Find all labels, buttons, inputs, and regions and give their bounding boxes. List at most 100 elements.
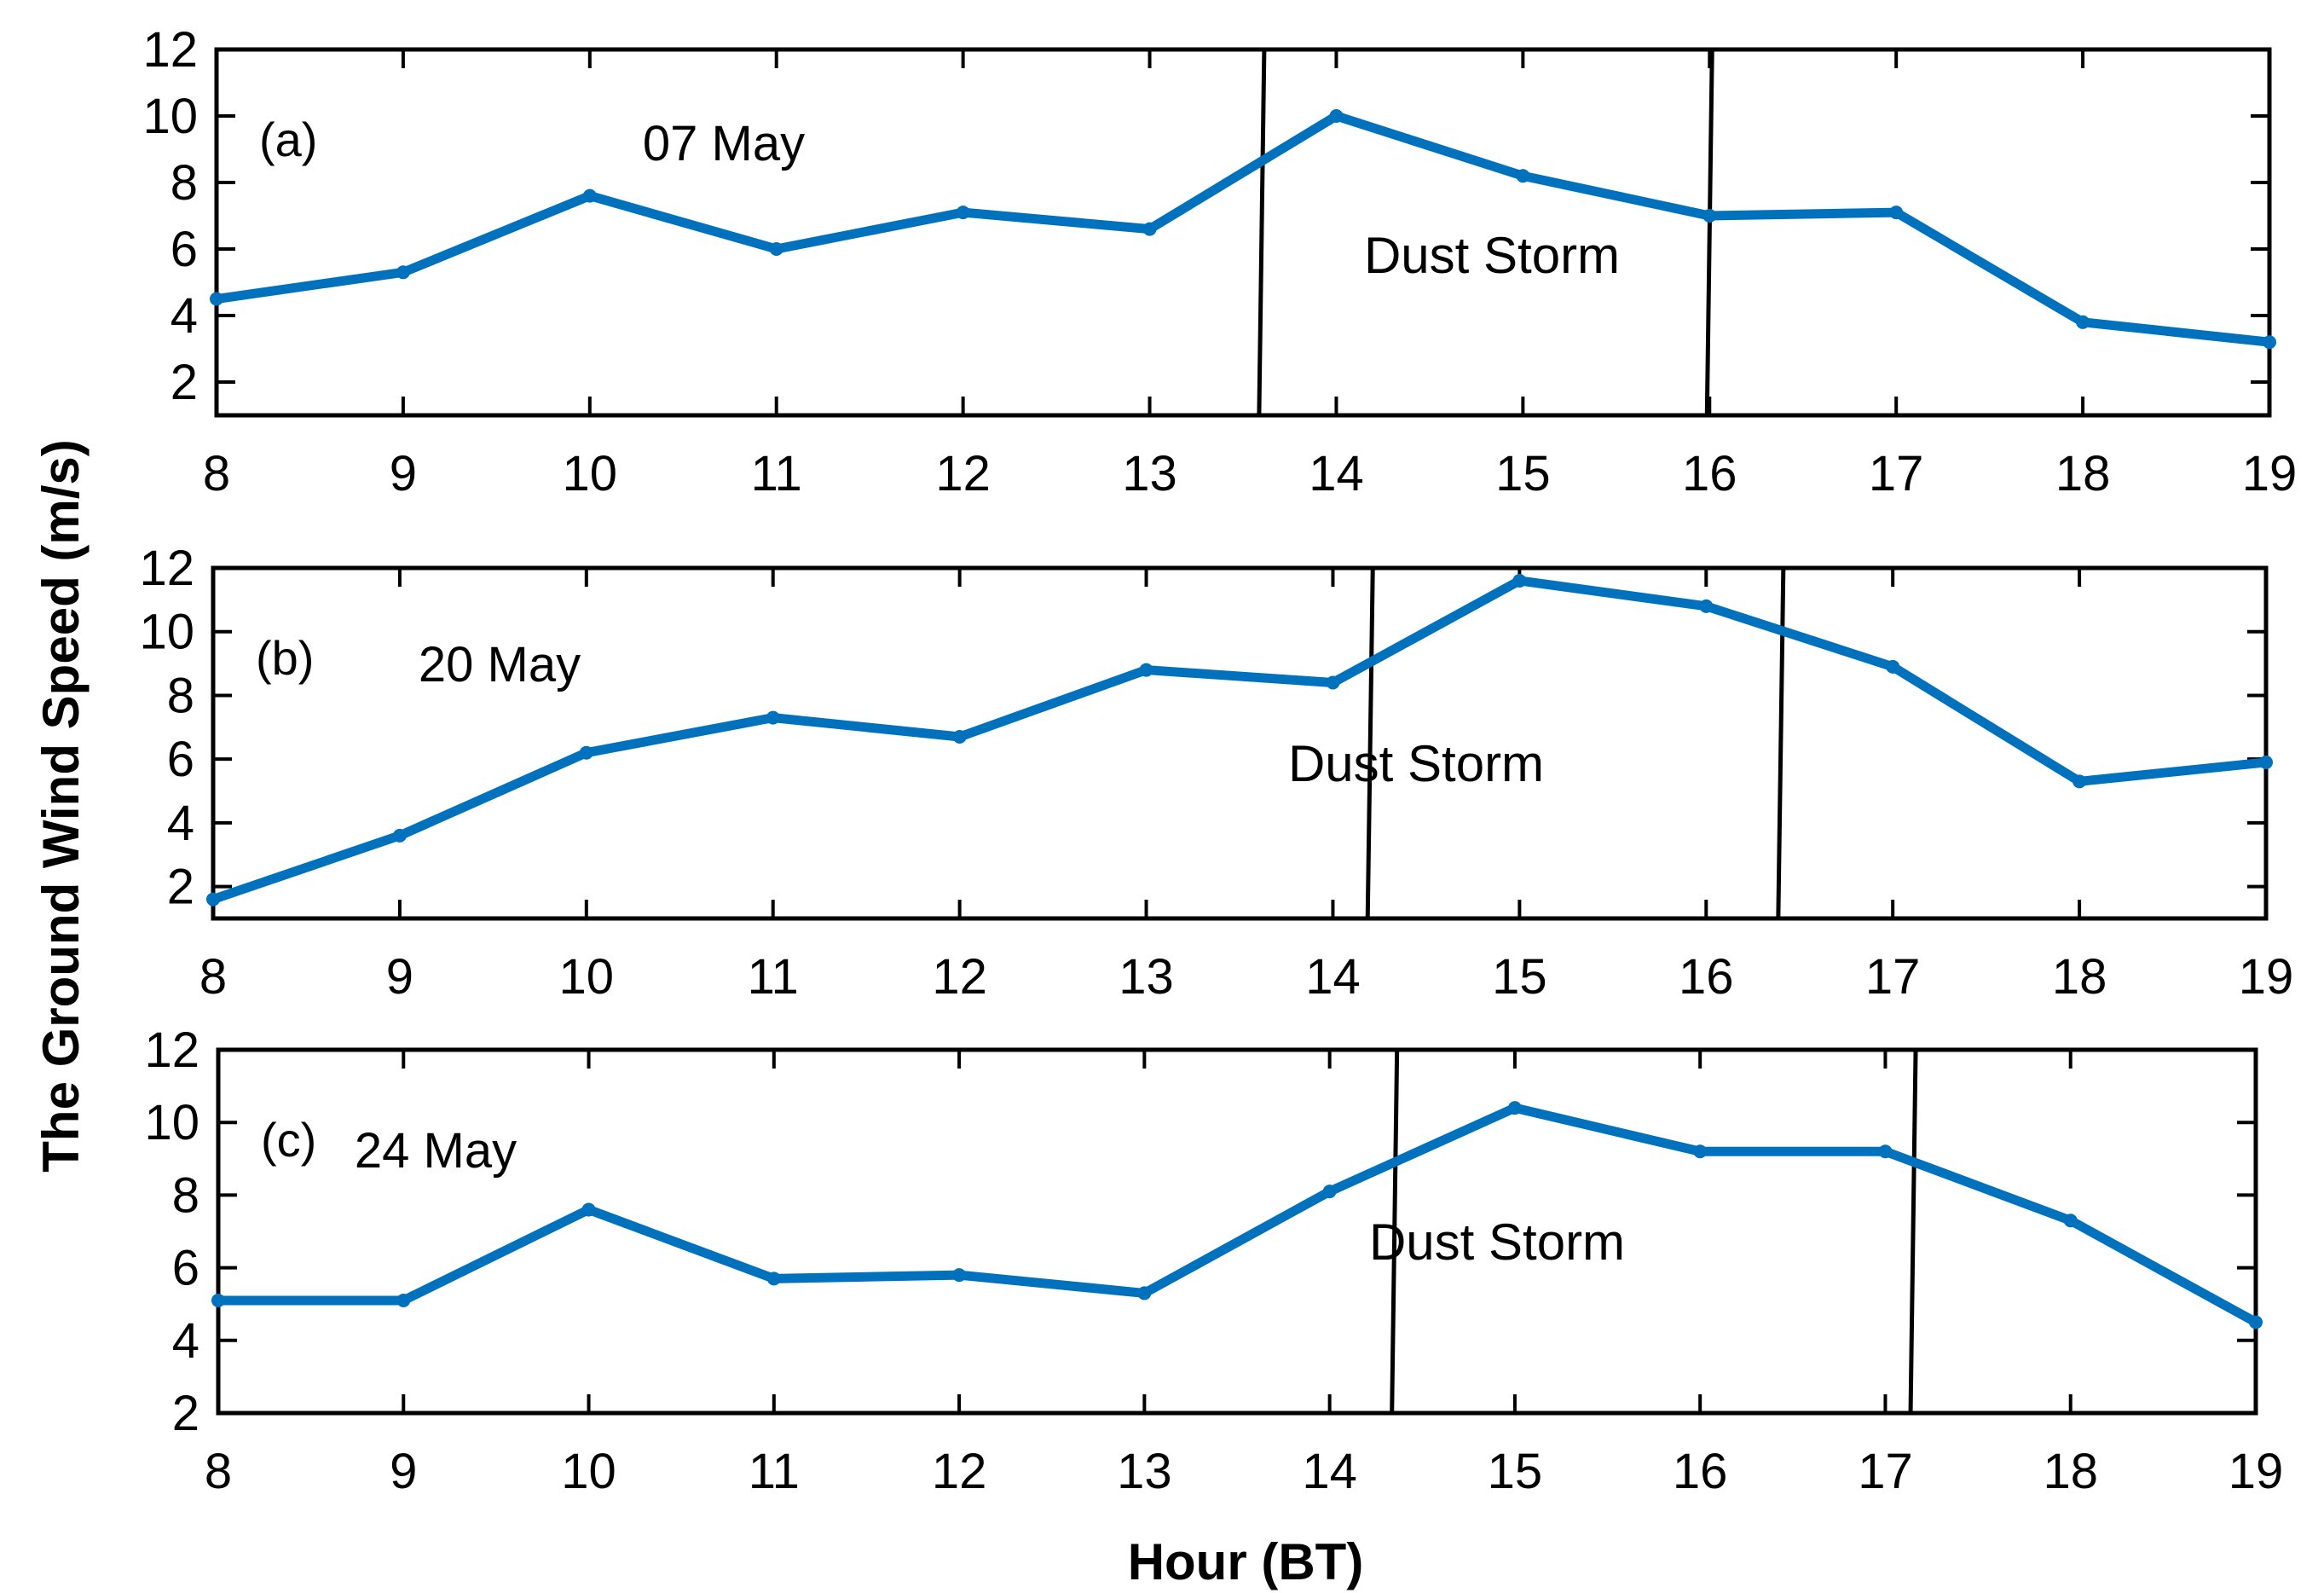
- y-tick-label: 8: [167, 668, 194, 723]
- x-tick-label: 13: [1119, 949, 1174, 1005]
- data-point: [581, 1202, 596, 1217]
- data-point: [1322, 1185, 1337, 1199]
- data-point: [766, 1272, 781, 1286]
- y-tick-label: 6: [172, 1241, 199, 1296]
- storm-start-line: [1257, 49, 1267, 416]
- data-point: [769, 242, 783, 256]
- y-tick-label: 2: [171, 355, 198, 410]
- x-tick-label: 10: [563, 446, 618, 501]
- data-point: [766, 710, 780, 725]
- wind-speed-line: [208, 576, 2271, 905]
- data-point: [2263, 335, 2276, 350]
- y-tick-label: 12: [142, 22, 198, 78]
- panel-tag: (a): [259, 113, 317, 166]
- data-point: [1329, 109, 1344, 123]
- x-tick-label: 10: [561, 1444, 616, 1499]
- panel-3: 8 9 10 11 12 13 14 15 16 17 18 19 2 4 6 8 10 12 (c) 24 May D…: [144, 1022, 2283, 1499]
- x-tick-label: 16: [1673, 1444, 1728, 1499]
- y-tick-label: 6: [171, 222, 198, 277]
- x-tick-label: 12: [932, 1444, 987, 1499]
- x-tick-label: 17: [1865, 949, 1921, 1005]
- data-point: [579, 745, 593, 760]
- x-tick-label: 19: [2242, 446, 2298, 501]
- x-tick-label: 13: [1117, 1444, 1172, 1499]
- y-tick-label: 8: [171, 155, 198, 211]
- data-point: [952, 1268, 967, 1283]
- x-tick-label: 8: [203, 446, 230, 501]
- x-tick-label: 8: [205, 1444, 232, 1499]
- storm-end-line: [1704, 49, 1714, 416]
- data-point: [396, 1293, 411, 1307]
- x-tick-label: 14: [1309, 446, 1364, 501]
- x-tick-label: 14: [1302, 1444, 1357, 1499]
- data-point: [1889, 206, 1904, 220]
- x-tick-label: 9: [386, 949, 413, 1005]
- axes-frame: [211, 565, 2269, 921]
- data-point: [2073, 774, 2087, 789]
- x-tick-label: 13: [1122, 446, 1177, 501]
- data-point: [1516, 169, 1530, 183]
- x-tick-label: 15: [1492, 949, 1547, 1005]
- panel-date-label: 24 May: [355, 1123, 517, 1179]
- y-tick-label: 10: [144, 1095, 199, 1150]
- storm-start-line: [1365, 567, 1375, 919]
- x-tick-label: 17: [1869, 446, 1924, 501]
- wind-speed-line: [211, 111, 2275, 347]
- data-point: [392, 828, 407, 843]
- dust-storm-annotation: Dust Storm: [1369, 1214, 1625, 1271]
- panel-tag: (b): [256, 631, 314, 685]
- x-tick-label: 9: [390, 446, 417, 501]
- y-tick-label: 4: [172, 1313, 199, 1369]
- y-tick-label: 10: [142, 89, 198, 144]
- data-point: [1142, 222, 1157, 236]
- data-point: [2259, 755, 2273, 769]
- y-tick-label: 8: [172, 1167, 199, 1223]
- x-tick-label: 17: [1858, 1444, 1913, 1499]
- y-tick-label: 6: [167, 732, 194, 787]
- data-point: [1139, 663, 1153, 677]
- x-tick-label: 12: [935, 446, 991, 501]
- x-tick-label: 16: [1679, 949, 1734, 1005]
- x-tick-label: 18: [2052, 949, 2107, 1005]
- data-point: [206, 892, 220, 907]
- y-tick-label: 10: [139, 605, 194, 660]
- x-tick-label: 8: [199, 949, 227, 1005]
- data-point: [2076, 315, 2090, 329]
- x-tick-label: 15: [1488, 1444, 1543, 1499]
- storm-end-line: [1776, 567, 1786, 919]
- data-point: [1699, 599, 1714, 613]
- x-tick-label: 10: [559, 949, 615, 1005]
- data-point: [1886, 659, 1900, 674]
- data-point: [1512, 573, 1527, 588]
- data-point: [582, 188, 597, 203]
- panel-date-label: 07 May: [643, 116, 805, 171]
- data-point: [210, 292, 223, 306]
- panel-date-label: 20 May: [419, 637, 581, 692]
- x-tick-label: 12: [932, 949, 987, 1005]
- panels-layer: 8 9 10 11 12 13 14 15 16 17 18 19 2 4 6 8 10 12 (a) 07 May D…: [139, 22, 2297, 1499]
- x-tick-label: 19: [2239, 949, 2294, 1005]
- y-tick-label: 12: [139, 541, 194, 596]
- data-point: [396, 265, 410, 280]
- x-tick-label: 18: [2043, 1444, 2098, 1499]
- x-tick-label: 9: [390, 1444, 417, 1499]
- axes-frame: [216, 1047, 2258, 1416]
- x-tick-label: 14: [1305, 949, 1361, 1005]
- panel-2: 8 9 10 11 12 13 14 15 16 17 18 19 2 4 6 8 10 12 (b) 20 May D…: [139, 541, 2293, 1005]
- storm-start-line: [1390, 1049, 1400, 1414]
- data-point: [2063, 1214, 2078, 1228]
- data-point: [1693, 1144, 1708, 1159]
- x-tick-label: 15: [1495, 446, 1551, 501]
- data-point: [956, 206, 970, 220]
- y-tick-label: 2: [172, 1386, 199, 1441]
- panel-tag: (c): [261, 1113, 316, 1167]
- x-tick-label: 19: [2229, 1444, 2284, 1499]
- x-tick-label: 16: [1682, 446, 1737, 501]
- x-tick-label: 11: [751, 446, 802, 501]
- dust-storm-annotation: Dust Storm: [1288, 735, 1544, 792]
- data-point: [1507, 1101, 1522, 1115]
- y-tick-label: 4: [167, 796, 194, 851]
- y-axis-title: The Ground Wind Speed (m/s): [32, 439, 90, 1172]
- wind-speed-line: [213, 1103, 2261, 1327]
